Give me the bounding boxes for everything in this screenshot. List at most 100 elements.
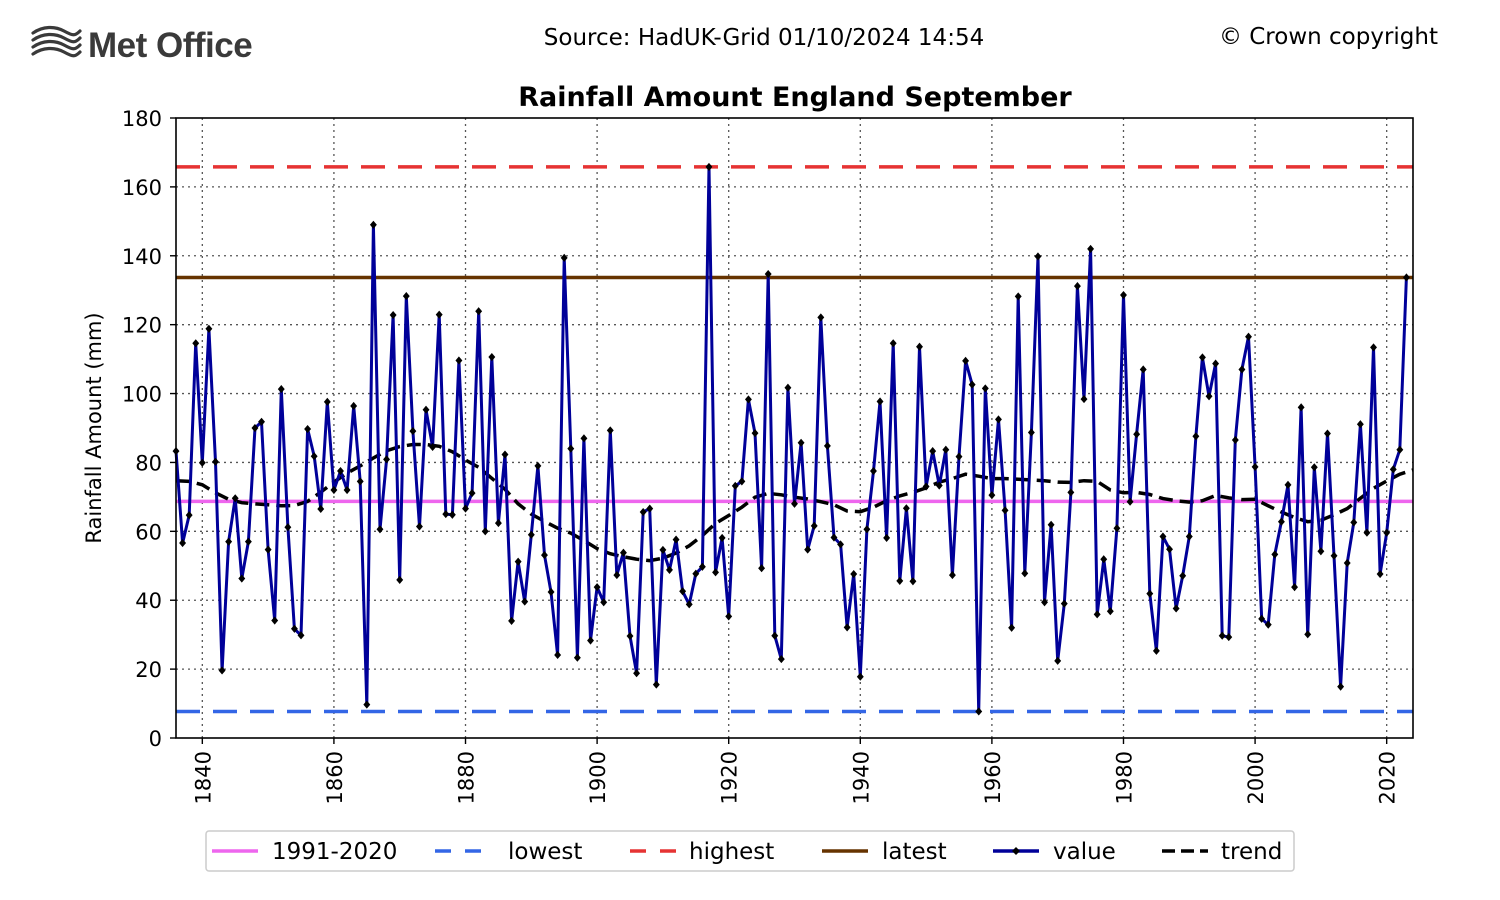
brand-name: Met Office [88,26,252,65]
data-point [942,445,950,454]
data-point [698,562,706,571]
data-point [1356,420,1364,429]
data-point [1337,682,1345,691]
data-point [1396,445,1404,454]
data-point [429,442,437,452]
data-point [481,527,489,536]
data-point [1034,252,1042,261]
data-point [212,457,219,466]
legend-label-latest: latest [882,839,947,865]
data-point [1159,532,1167,541]
data-point [494,519,502,528]
data-point [1120,290,1127,300]
legend-label-value: value [1053,839,1116,865]
x-tick-label: 1860 [323,751,347,804]
data-point [975,707,983,716]
data-point [310,452,318,461]
data-point [238,574,246,583]
data-point [1080,395,1088,404]
data-point [1376,569,1384,579]
y-tick-label: 40 [135,589,162,613]
data-point [1218,631,1226,640]
x-tick-label: 1980 [1112,751,1136,804]
y-tick-label: 160 [122,176,162,200]
data-point [1402,273,1410,282]
data-point [1317,547,1325,556]
data-point [712,568,719,577]
data-point [1383,528,1391,537]
data-point [1166,545,1174,554]
x-tick-label: 1840 [191,751,215,804]
data-point [1238,365,1246,374]
data-point [606,426,614,435]
data-point [1264,620,1272,629]
data-point [1389,465,1397,474]
data-point [1231,435,1239,445]
data-point [468,489,476,498]
data-point [580,434,588,443]
data-point [1041,598,1048,607]
data-point [981,384,989,393]
data-point [383,455,391,464]
data-point [1297,403,1305,412]
y-tick-label: 140 [122,245,162,269]
data-point [810,521,818,530]
data-point [1087,244,1095,253]
data-point [1350,518,1358,527]
data-point [593,583,601,592]
data-point [600,598,608,607]
data-point [567,444,575,453]
data-point [619,548,627,557]
data-point [1152,646,1160,655]
legend-label-1991-2020: 1991-2020 [272,839,397,865]
data-point [1271,550,1279,559]
data-point [258,417,265,426]
data-point [731,481,739,490]
data-point [764,269,772,279]
data-point [297,631,305,640]
y-tick-label: 20 [135,658,162,682]
data-point [672,535,680,544]
data-point [376,525,384,534]
data-point [205,324,213,333]
legend-label-trend: trend [1221,839,1282,865]
x-tick-label: 1960 [981,751,1005,804]
y-tick-label: 60 [135,520,162,544]
data-point [988,491,996,500]
met-office-waves-icon [31,25,82,58]
data-point [823,441,831,450]
data-point [448,510,456,519]
data-point [758,564,766,573]
y-tick-label: 80 [135,451,162,475]
data-point [554,650,562,660]
data-point [198,458,206,467]
data-point [1277,517,1285,526]
data-point [909,577,917,586]
data-point [218,666,226,675]
y-tick-label: 120 [122,314,162,338]
data-point [304,424,312,434]
data-point [290,624,298,633]
data-point [1225,633,1233,642]
data-point [251,423,259,433]
data-point [843,623,851,632]
data-point [1139,365,1147,374]
data-point [455,356,463,365]
data-point [271,616,279,625]
data-point [830,533,838,542]
data-point [317,504,325,514]
data-point [442,510,450,519]
data-point [1014,292,1022,301]
data-point [817,313,825,322]
data-point [771,631,779,640]
y-tick-label: 0 [149,727,162,751]
data-point [889,339,897,348]
data-point [337,466,344,476]
data-point [527,530,535,539]
data-point [508,616,516,625]
x-tick-label: 1940 [849,751,873,804]
data-point [389,310,397,320]
data-point [1067,488,1075,497]
data-point [856,672,864,681]
